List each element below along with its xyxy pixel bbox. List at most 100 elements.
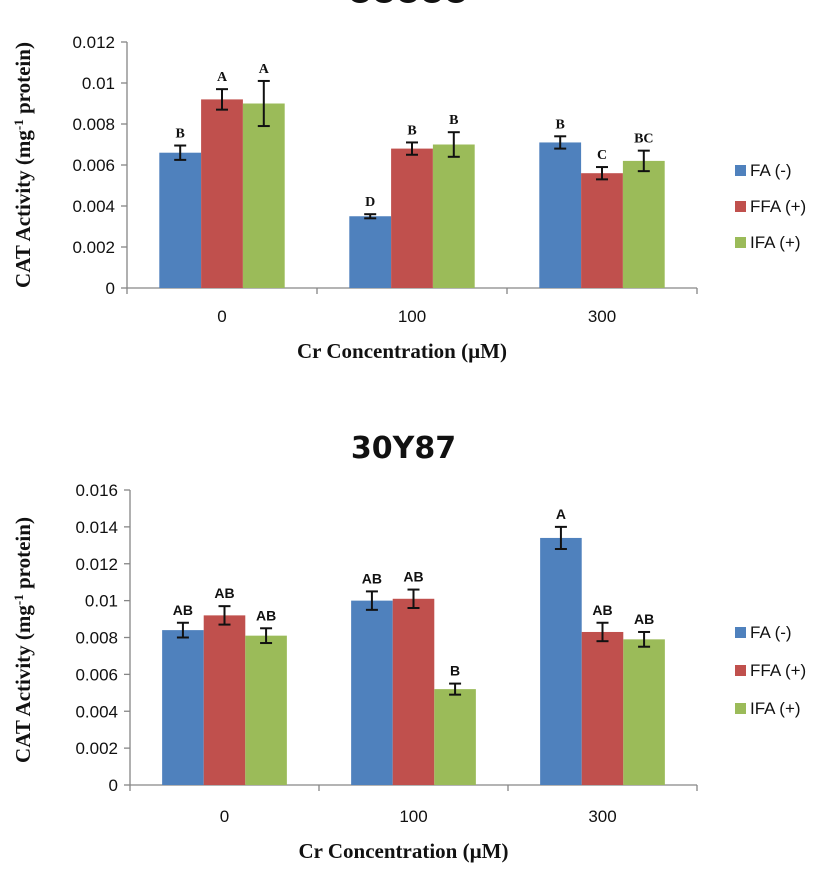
significance-label: AB <box>634 611 654 627</box>
x-tick-label: 300 <box>588 807 616 826</box>
bar <box>540 537 582 785</box>
bar <box>162 630 204 785</box>
y-axis-label: CAT Activity (mg-1 protein) <box>11 42 36 288</box>
y-tick-label: 0 <box>109 776 118 795</box>
chart-1: 0 0.002 0.004 0.006 0.008 0.01 0.012 0 100 300 B D B… <box>11 0 806 363</box>
significance-label: AB <box>256 607 276 623</box>
bar <box>351 600 393 785</box>
error-bar <box>257 79 270 128</box>
x-tick-label: 100 <box>398 307 426 326</box>
significance-label: B <box>176 127 185 142</box>
title-glyph-fragment <box>375 0 393 3</box>
y-axis-label: CAT Activity (mg-1 protein) <box>11 517 36 763</box>
error-bar <box>174 144 187 161</box>
bar <box>392 598 435 785</box>
legend-label: IFA (+) <box>750 699 801 718</box>
significance-label: AB <box>173 602 193 618</box>
x-tick-label: 0 <box>220 807 229 826</box>
significance-label: AB <box>362 570 382 586</box>
title-glyph-fragment <box>423 0 441 3</box>
significance-label: A <box>556 506 566 522</box>
y-tick-label: 0.014 <box>75 518 118 537</box>
error-bar <box>364 213 377 220</box>
legend-swatch <box>735 627 746 638</box>
error-bar <box>447 131 460 158</box>
significance-label: A <box>259 62 270 77</box>
error-bar <box>554 135 567 150</box>
legend-swatch <box>735 201 746 212</box>
bar <box>349 216 392 288</box>
x-tick-label: 100 <box>399 807 427 826</box>
legend-swatch <box>735 165 746 176</box>
significance-label: AB <box>214 585 234 601</box>
legend-swatch <box>735 237 746 248</box>
error-bar <box>218 605 231 626</box>
y-tick-label: 0.012 <box>75 555 118 574</box>
error-bar <box>637 149 650 173</box>
significance-label: C <box>597 148 607 163</box>
error-bar <box>407 588 420 609</box>
y-tick-label: 0.002 <box>72 238 115 257</box>
legend-swatch <box>735 665 746 676</box>
x-tick-label: 300 <box>588 307 616 326</box>
error-bar <box>216 88 228 111</box>
legend: FA (-) FFA (+) IFA (+) <box>735 161 806 252</box>
chart-2: 30Y87 0 0.002 0.004 0.006 0.008 0.01 0.012 0.014… <box>11 431 807 863</box>
chart-title-clipped <box>351 0 465 3</box>
error-bar <box>406 141 418 156</box>
error-bar <box>449 682 462 696</box>
y-tick-label: 0.008 <box>75 629 118 648</box>
significance-label: B <box>556 117 565 132</box>
bar <box>159 152 202 288</box>
error-bar <box>638 630 651 648</box>
y-tick-label: 0 <box>106 279 115 298</box>
bar <box>245 635 287 785</box>
y-tick-label: 0.01 <box>85 592 118 611</box>
y-tick-label: 0.004 <box>72 197 115 216</box>
significance-label: B <box>407 123 416 138</box>
title-glyph-fragment <box>351 0 369 3</box>
y-tick-label: 0.002 <box>75 739 118 758</box>
bar <box>581 631 624 785</box>
chart-title: 30Y87 <box>351 431 456 466</box>
y-tick-label: 0.012 <box>72 33 115 52</box>
y-tick-label: 0.004 <box>75 702 118 721</box>
y-tick-label: 0.006 <box>75 665 118 684</box>
error-bar <box>260 627 273 645</box>
bar <box>242 103 285 288</box>
y-tick-label: 0.016 <box>75 481 118 500</box>
bar <box>623 639 665 785</box>
legend-label: FFA (+) <box>750 197 806 216</box>
legend-label: FA (-) <box>750 623 792 642</box>
bar <box>581 173 623 288</box>
significance-label: B <box>449 113 458 128</box>
legend-swatch <box>735 703 746 714</box>
title-glyph-fragment <box>399 0 417 3</box>
bar <box>622 160 665 288</box>
y-tick-label: 0.008 <box>72 115 115 134</box>
x-axis-label: Cr Concentration (µM) <box>297 339 507 363</box>
error-bar <box>365 590 378 611</box>
legend-label: FFA (+) <box>750 661 806 680</box>
bar <box>203 615 246 785</box>
error-bar <box>176 621 189 639</box>
significance-label: BC <box>634 132 653 147</box>
significance-label: D <box>365 195 375 210</box>
significance-label: B <box>450 663 460 679</box>
bar <box>201 99 243 289</box>
error-bar <box>554 525 567 550</box>
error-bar <box>596 166 608 181</box>
legend: FA (-) FFA (+) IFA (+) <box>735 623 806 718</box>
y-tick-label: 0.006 <box>72 156 115 175</box>
significance-label: AB <box>592 602 612 618</box>
bar <box>432 144 475 288</box>
legend-label: FA (-) <box>750 161 792 180</box>
significance-label: A <box>217 70 228 85</box>
bar <box>434 689 476 785</box>
title-glyph-fragment <box>447 0 465 3</box>
bar <box>391 148 433 288</box>
x-tick-label: 0 <box>217 307 226 326</box>
x-axis-label: Cr Concentration (µM) <box>299 839 509 863</box>
error-bar <box>596 621 609 643</box>
